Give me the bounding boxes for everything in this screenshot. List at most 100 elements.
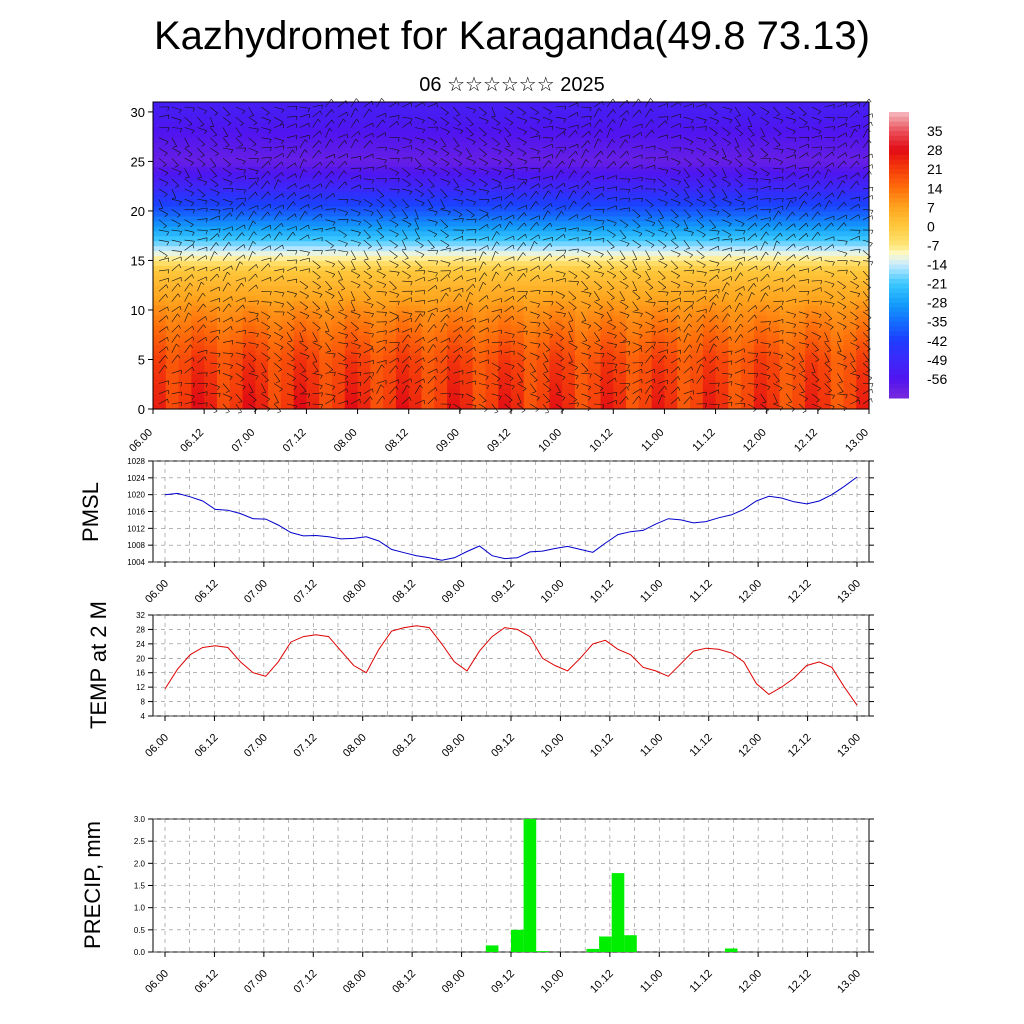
heatmap-cell xyxy=(472,374,487,380)
heatmap-cell xyxy=(753,161,768,167)
wind-barb xyxy=(445,112,449,116)
heatmap-cell xyxy=(306,379,320,385)
heatmap-cell xyxy=(447,324,461,331)
heatmap-cell xyxy=(600,102,614,108)
heatmap-cell xyxy=(434,240,448,247)
heatmap-cell xyxy=(805,334,819,341)
heatmap-cell xyxy=(319,102,333,108)
heatmap-cell xyxy=(715,344,729,351)
heatmap-cell xyxy=(332,369,346,375)
wind-vector xyxy=(389,229,399,235)
heatmap-cell xyxy=(319,260,333,266)
heatmap-cell xyxy=(434,210,448,217)
heatmap-cell xyxy=(651,344,666,351)
heatmap-cell xyxy=(242,280,256,286)
heatmap-cell xyxy=(613,102,627,108)
heatmap-cell xyxy=(715,205,729,212)
heatmap-cell xyxy=(536,290,550,296)
heatmap-cell xyxy=(728,334,742,341)
heatmap-cell xyxy=(830,319,845,326)
wind-barb xyxy=(871,210,874,215)
heatmap-cell xyxy=(587,295,602,301)
heatmap-cell xyxy=(626,235,640,242)
heatmap-cell xyxy=(498,295,512,301)
heatmap-cell xyxy=(472,166,487,172)
heatmap-cell xyxy=(549,404,563,410)
wind-vector xyxy=(645,108,651,118)
heatmap-cell xyxy=(690,171,704,177)
heatmap-cell xyxy=(626,384,640,390)
heatmap-cell xyxy=(242,305,256,311)
heatmap-cell xyxy=(856,141,870,148)
wind-barb xyxy=(227,122,232,126)
heatmap-cell xyxy=(191,230,205,237)
heatmap-cell xyxy=(306,300,320,306)
heatmap-cell xyxy=(178,250,192,257)
wind-vector xyxy=(657,120,666,128)
wind-barb xyxy=(372,167,374,172)
heatmap-cell xyxy=(690,191,704,197)
heatmap-cell xyxy=(370,319,384,326)
heatmap-cell xyxy=(638,225,653,232)
heatmap-cell xyxy=(255,389,269,395)
heatmap-cell xyxy=(702,334,717,341)
wind-barb xyxy=(524,212,527,217)
heatmap-cell xyxy=(702,210,717,217)
heatmap-cell xyxy=(613,176,627,182)
heatmap-cell xyxy=(204,220,218,227)
heatmap-cell xyxy=(587,369,602,375)
heatmap-cell xyxy=(383,364,397,370)
heatmap-cell xyxy=(357,305,371,311)
wind-vector xyxy=(606,186,617,190)
wind-vector xyxy=(312,193,322,200)
wind-barb xyxy=(190,192,195,197)
heatmap-cell xyxy=(792,121,806,128)
heatmap-cell xyxy=(332,171,346,177)
wind-barb xyxy=(739,184,743,188)
heatmap-cell xyxy=(626,319,640,326)
heatmap-cell xyxy=(191,334,205,341)
wind-barb xyxy=(385,178,387,183)
heatmap-cell xyxy=(766,369,781,375)
wind-barb xyxy=(458,214,463,218)
heatmap-cell xyxy=(332,151,346,158)
heatmap-cell xyxy=(395,136,410,143)
heatmap-cell xyxy=(280,156,295,163)
wind-vector xyxy=(530,176,540,179)
heatmap-cell xyxy=(293,364,308,370)
heatmap-cell xyxy=(792,171,806,177)
wind-barb xyxy=(690,150,694,155)
heatmap-cell xyxy=(677,250,691,257)
heatmap-cell xyxy=(165,111,180,118)
wind-barb xyxy=(229,202,233,206)
heatmap-cell xyxy=(702,344,717,351)
heatmap-cell xyxy=(242,404,256,410)
heatmap-cell xyxy=(574,210,589,217)
heatmap-cell xyxy=(498,181,512,187)
wind-vector xyxy=(222,116,232,124)
wind-barb xyxy=(791,112,795,116)
wind-barb xyxy=(677,181,681,185)
heatmap-cell xyxy=(216,305,231,311)
wind-barb xyxy=(548,111,553,115)
wind-barb xyxy=(487,224,489,229)
wind-barb xyxy=(845,132,848,137)
heatmap-cell xyxy=(498,240,512,247)
heatmap-cell xyxy=(191,250,205,257)
heatmap-cell xyxy=(216,106,231,113)
heatmap-cell xyxy=(523,151,538,158)
heatmap-cell xyxy=(600,319,614,326)
heatmap-cell xyxy=(587,324,602,331)
heatmap-cell xyxy=(485,275,499,281)
wind-barb xyxy=(765,112,770,116)
heatmap-cell xyxy=(344,116,359,123)
heatmap-cell xyxy=(587,201,602,207)
wind-barb xyxy=(165,141,169,145)
heatmap-cell xyxy=(153,156,167,163)
wind-vector xyxy=(491,215,502,220)
wind-vector xyxy=(632,219,641,227)
wind-vector xyxy=(325,139,331,149)
heatmap-cell xyxy=(268,235,282,242)
heatmap-cell xyxy=(459,205,474,212)
heatmap-cell xyxy=(344,102,359,108)
